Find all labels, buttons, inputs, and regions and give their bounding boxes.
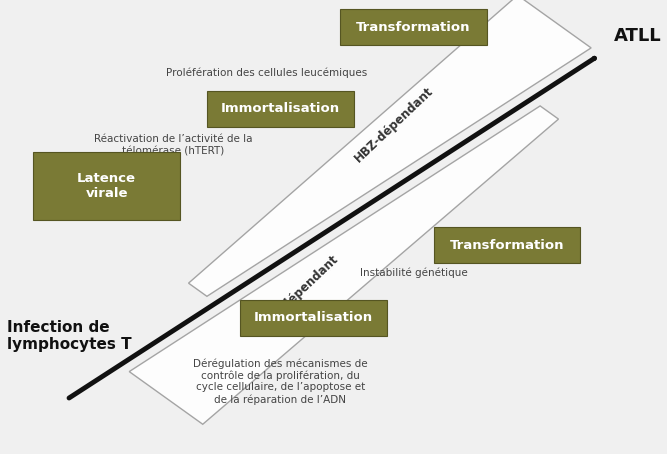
FancyBboxPatch shape — [340, 9, 487, 45]
Text: Tax-dépendant: Tax-dépendant — [261, 253, 342, 330]
Polygon shape — [129, 106, 558, 424]
Polygon shape — [189, 0, 591, 296]
Text: Immortalisation: Immortalisation — [221, 103, 340, 115]
Text: Infection de
lymphocytes T: Infection de lymphocytes T — [7, 320, 131, 352]
FancyBboxPatch shape — [434, 227, 580, 263]
Text: Dérégulation des mécanismes de
contrôle de la prolifération, du
cycle cellulaire: Dérégulation des mécanismes de contrôle … — [193, 358, 368, 405]
Text: Transformation: Transformation — [356, 21, 471, 34]
Text: Réactivation de l’activité de la
télomérase (hTERT): Réactivation de l’activité de la télomér… — [94, 134, 253, 156]
Text: ATLL: ATLL — [614, 27, 661, 45]
Text: Proléfération des cellules leucémiques: Proléfération des cellules leucémiques — [166, 67, 368, 78]
FancyBboxPatch shape — [207, 91, 354, 127]
Text: Latence
virale: Latence virale — [77, 172, 136, 200]
Text: Transformation: Transformation — [450, 239, 564, 252]
Text: Instabilité génétique: Instabilité génétique — [360, 267, 468, 278]
Text: Immortalisation: Immortalisation — [254, 311, 373, 324]
FancyBboxPatch shape — [240, 300, 387, 336]
Text: HBZ-dépendant: HBZ-dépendant — [352, 85, 436, 165]
FancyBboxPatch shape — [33, 152, 180, 220]
